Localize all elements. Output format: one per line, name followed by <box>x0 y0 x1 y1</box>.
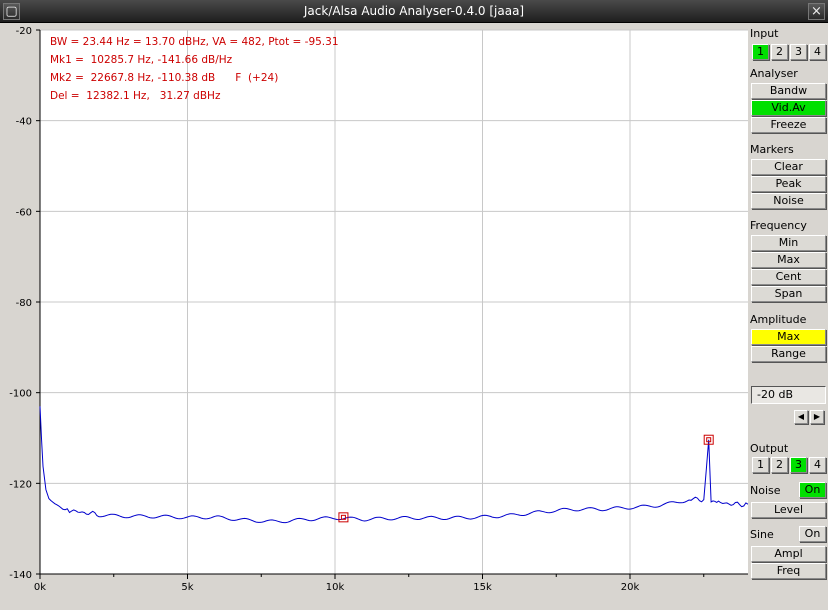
marker-1-outer <box>338 512 349 523</box>
output-button-1[interactable]: 1 <box>752 457 769 473</box>
frequency-label: Frequency <box>750 219 807 232</box>
noise-on-toggle[interactable]: On <box>799 482 826 498</box>
marker-2-outer <box>703 434 714 445</box>
sine-ampl-button[interactable]: Ampl <box>751 546 826 562</box>
readout-line: BW = 23.44 Hz = 13.70 dBHz, VA = 482, Pt… <box>50 36 339 48</box>
amplitude-range-button[interactable]: Range <box>751 346 826 362</box>
freeze-button[interactable]: Freeze <box>751 117 826 133</box>
x-tick-label: 20k <box>621 582 640 593</box>
spectrum-plot[interactable]: -20 -40 -60 -80 -100 -120 -140 0k 5k 10k 15k 20k BW … <box>0 23 749 606</box>
input-button-3[interactable]: 3 <box>790 44 807 60</box>
x-tick-label: 5k <box>181 582 193 593</box>
sine-freq-button[interactable]: Freq <box>751 563 826 579</box>
markers-peak-button[interactable]: Peak <box>751 176 826 192</box>
output-button-3[interactable]: 3 <box>790 457 807 473</box>
readout-line: Del = 12382.1 Hz, 31.27 dBHz <box>50 90 221 102</box>
output-label: Output <box>750 442 789 455</box>
y-tick-label: -20 <box>16 26 32 37</box>
frequency-min-button[interactable]: Min <box>751 235 826 251</box>
x-tick-label: 0k <box>34 582 46 593</box>
window-menu-button[interactable]: ▢ <box>3 3 20 20</box>
y-tick-label: -120 <box>9 479 32 490</box>
sine-on-toggle[interactable]: On <box>799 526 826 542</box>
y-tick-label: -140 <box>9 570 32 581</box>
input-button-1[interactable]: 1 <box>752 44 769 60</box>
x-tick-label: 15k <box>473 582 492 593</box>
arrow-right-icon[interactable]: ▶ <box>810 410 824 424</box>
amplitude-label: Amplitude <box>750 313 807 326</box>
sine-label: Sine <box>750 528 774 541</box>
y-tick-label: -40 <box>16 117 32 128</box>
close-window-button[interactable]: × <box>808 3 825 20</box>
output-button-2[interactable]: 2 <box>771 457 788 473</box>
window-title: Jack/Alsa Audio Analyser-0.4.0 [jaaa] <box>303 4 525 18</box>
markers-clear-button[interactable]: Clear <box>751 159 826 175</box>
input-button-4[interactable]: 4 <box>809 44 826 60</box>
y-tick-label: -80 <box>16 298 32 309</box>
markers-label: Markers <box>750 143 794 156</box>
input-button-2[interactable]: 2 <box>771 44 788 60</box>
y-tick-label: -60 <box>16 207 32 218</box>
frequency-max-button[interactable]: Max <box>751 252 826 268</box>
frequency-cent-button[interactable]: Cent <box>751 269 826 285</box>
analyser-label: Analyser <box>750 67 798 80</box>
x-tick-label: 10k <box>326 582 345 593</box>
noise-label: Noise <box>750 484 781 497</box>
noise-level-button[interactable]: Level <box>751 502 826 518</box>
input-label: Input <box>750 27 779 40</box>
marker-1-inner <box>340 514 346 520</box>
markers-noise-button[interactable]: Noise <box>751 193 826 209</box>
y-tick-label: -100 <box>9 389 32 400</box>
frequency-span-button[interactable]: Span <box>751 286 826 302</box>
spectrum-trace <box>39 406 749 524</box>
control-panel: Input 1 2 3 4 Analyser Bandw Vid.Av Free… <box>748 23 828 606</box>
readout-line: Mk1 = 10285.7 Hz, -141.66 dB/Hz <box>50 54 233 66</box>
bandw-button[interactable]: Bandw <box>751 83 826 99</box>
range-value-field[interactable]: -20 dB <box>751 386 826 404</box>
title-bar: Jack/Alsa Audio Analyser-0.4.0 [jaaa] ▢ … <box>0 0 828 23</box>
vid-av-button[interactable]: Vid.Av <box>751 100 826 116</box>
arrow-left-icon[interactable]: ◀ <box>794 410 808 424</box>
readout-line: Mk2 = 22667.8 Hz, -110.38 dB F (+24) <box>50 72 278 84</box>
marker-2-inner <box>706 437 712 443</box>
amplitude-max-button[interactable]: Max <box>751 329 826 345</box>
output-button-4[interactable]: 4 <box>809 457 826 473</box>
